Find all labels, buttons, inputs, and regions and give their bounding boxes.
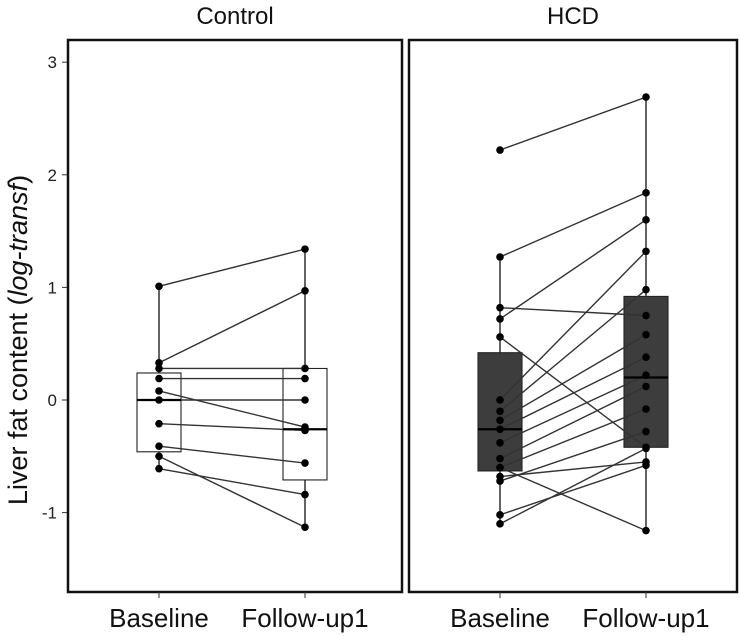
box-iqr [136, 372, 182, 453]
box-iqr [623, 295, 669, 448]
data-point-followup [301, 459, 309, 467]
data-point-baseline [155, 452, 163, 461]
panel-frame [66, 38, 404, 594]
panels: Control Baseline Follow-up1 HCD Baseline Foll… [66, 3, 739, 633]
data-point-baseline [496, 438, 504, 447]
pair-line [158, 445, 306, 464]
pair-line [499, 306, 647, 317]
data-point-followup [301, 286, 309, 295]
data-point-baseline [496, 520, 504, 528]
panel-control: Control Baseline Follow-up1 [66, 3, 404, 633]
data-point-baseline [496, 425, 504, 434]
pair-line [499, 385, 647, 460]
pair-line [499, 250, 647, 401]
data-point-followup [642, 444, 650, 453]
pair-line [499, 430, 647, 482]
data-point-followup [642, 427, 650, 436]
pair-line [499, 461, 647, 478]
data-point-followup [301, 523, 309, 532]
y-tick-label: -1 [42, 504, 57, 523]
panel-title: HCD [547, 3, 599, 30]
data-point-followup [301, 374, 309, 383]
data-point-followup [642, 526, 650, 535]
data-point-baseline [155, 419, 163, 428]
data-point-followup [642, 405, 650, 413]
data-point-followup [301, 364, 309, 373]
y-tick-label: 1 [48, 278, 57, 297]
data-point-followup [642, 189, 650, 197]
x-tick-label: Baseline [450, 603, 550, 633]
data-point-baseline [496, 146, 504, 154]
data-point-followup [301, 245, 309, 253]
data-point-baseline [496, 253, 504, 261]
pair-line [499, 408, 647, 469]
pair-line [158, 422, 306, 432]
data-point-baseline [155, 359, 163, 367]
data-point-followup [301, 396, 309, 404]
data-point-followup [301, 490, 309, 499]
data-point-baseline [155, 464, 163, 473]
pair-line [158, 390, 306, 428]
data-point-followup [642, 216, 650, 224]
data-point-baseline [496, 396, 504, 404]
pair-line [499, 356, 647, 430]
x-tick-label: Follow-up1 [241, 603, 368, 633]
data-point-followup [642, 371, 650, 380]
data-point-baseline [155, 387, 163, 395]
y-axis-label: Liver fat content (log-transf) [3, 175, 33, 505]
data-point-followup [642, 247, 650, 256]
pair-line [499, 96, 647, 151]
pair-line [158, 248, 306, 287]
data-point-baseline [496, 477, 504, 485]
pair-line [499, 336, 647, 448]
data-point-baseline [155, 364, 163, 373]
data-point-followup [642, 285, 650, 294]
pair-line [158, 467, 306, 496]
data-point-baseline [496, 511, 504, 519]
x-tick-label: Baseline [109, 603, 209, 633]
pair-line [499, 466, 647, 532]
data-point-baseline [496, 416, 504, 425]
data-point-baseline [496, 303, 504, 312]
data-point-followup [642, 93, 650, 101]
data-point-followup [642, 382, 650, 391]
pair-line [499, 219, 647, 320]
pair-line [499, 192, 647, 258]
pair-line [499, 289, 647, 412]
y-tick-label: 3 [48, 53, 57, 72]
data-point-followup [301, 426, 309, 435]
pair-line [499, 447, 647, 525]
data-point-followup [642, 330, 650, 339]
data-point-baseline [496, 333, 504, 341]
data-point-followup [642, 311, 650, 320]
data-point-baseline [496, 407, 504, 416]
pair-line [499, 334, 647, 421]
pair-line [499, 464, 647, 516]
panel-title: Control [196, 3, 273, 30]
pair-line [158, 455, 306, 528]
data-point-baseline [496, 463, 504, 472]
data-point-baseline [155, 374, 163, 383]
panel-frame [407, 38, 739, 594]
y-tick-label: 2 [48, 166, 57, 185]
panel-hcd: HCD Baseline Follow-up1 [407, 3, 739, 633]
data-point-baseline [496, 315, 504, 323]
y-axis-ticks: 3 2 1 0 -1 [42, 53, 68, 523]
y-tick-label: 0 [48, 391, 57, 410]
data-point-followup [642, 353, 650, 362]
data-point-baseline [496, 454, 504, 463]
data-point-followup [642, 461, 650, 470]
pair-line [499, 374, 647, 444]
data-point-baseline [155, 396, 163, 404]
x-tick-label: Follow-up1 [582, 603, 709, 633]
data-point-baseline [155, 442, 163, 450]
pair-line [158, 290, 306, 364]
data-point-baseline [155, 282, 163, 291]
